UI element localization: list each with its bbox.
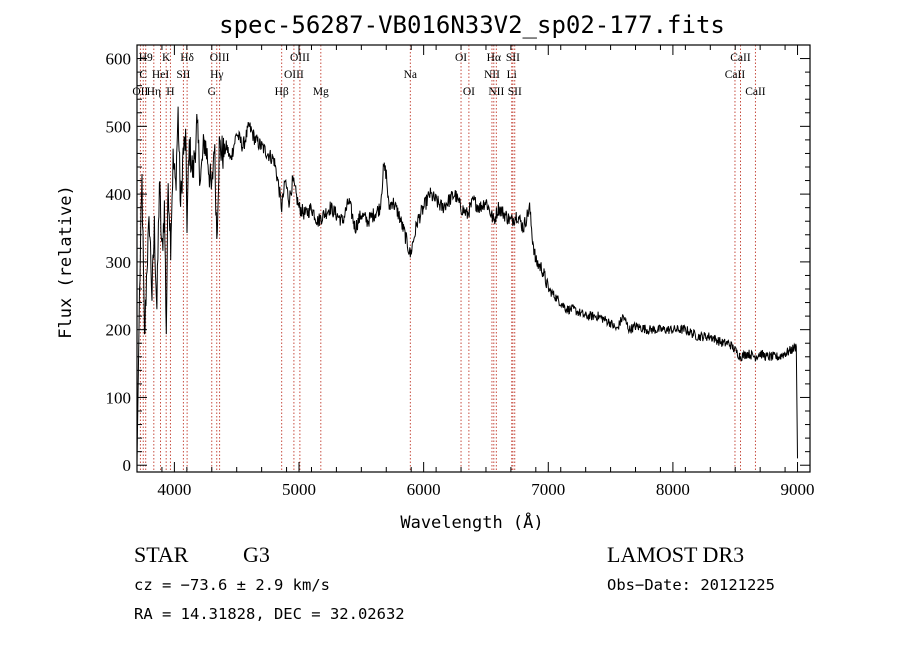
x-axis-ticks: 4000 5000 6000 7000 8000 9000	[136, 45, 815, 499]
line-marker-label-23: SII	[506, 52, 520, 64]
line-marker-label-9: G	[208, 86, 216, 98]
line-marker-label-10: Hγ	[210, 69, 223, 81]
line-marker-label-4: HeI	[152, 69, 169, 81]
x-tick-label-2: 6000	[407, 480, 441, 499]
line-marker-label-2: H9	[139, 52, 153, 64]
line-marker-label-21: NII	[488, 86, 504, 98]
line-marker-label-17: OI	[455, 52, 467, 64]
plot-frame	[136, 44, 811, 473]
line-marker-label-15: Mg	[313, 86, 329, 98]
y-tick-label-5: 500	[106, 117, 132, 136]
line-marker-labels: OIICH9HηHeIKHSIIHδGHγOIIIHβOIIIOIIIMgNaO…	[132, 52, 765, 98]
survey-name: LAMOST DR3	[607, 542, 744, 567]
line-marker-label-6: H	[166, 86, 174, 98]
y-axis-ticks: 0 100 200 300 400 500 600	[106, 50, 810, 475]
line-marker-label-8: Hδ	[180, 52, 194, 64]
observation-date: Obs−Date: 20121225	[607, 576, 775, 594]
line-marker-label-11: OIII	[210, 52, 230, 64]
x-tick-label-0: 4000	[157, 480, 191, 499]
line-marker-label-22: Li	[507, 69, 517, 81]
redshift-velocity: cz = −73.6 ± 2.9 km/s	[134, 576, 330, 594]
sky-coordinates: RA = 14.31828, DEC = 32.02632	[134, 605, 405, 623]
line-marker-label-5: K	[162, 52, 171, 64]
line-marker-label-26: CaII	[730, 52, 751, 64]
chart-title: spec-56287-VB016N33V2_sp02-177.fits	[219, 11, 725, 39]
y-tick-label-6: 600	[106, 50, 132, 69]
line-marker-label-3: Hη	[147, 86, 161, 98]
line-marker-label-24: SII	[508, 86, 522, 98]
object-class: STAR	[134, 542, 189, 567]
y-tick-label-3: 300	[106, 253, 132, 272]
line-marker-label-16: Na	[404, 69, 417, 81]
x-tick-label-1: 5000	[282, 480, 316, 499]
line-marker-label-25: CaII	[725, 69, 746, 81]
line-marker-label-20: Hα	[487, 52, 501, 64]
x-tick-label-4: 8000	[656, 480, 690, 499]
line-marker-label-19: NII	[484, 69, 500, 81]
line-marker-label-14: OIII	[290, 52, 310, 64]
x-tick-label-5: 9000	[781, 480, 815, 499]
line-marker-label-12: Hβ	[275, 86, 289, 98]
spectrum-series	[136, 106, 798, 462]
line-marker-label-13: OIII	[284, 69, 304, 81]
y-tick-label-0: 0	[123, 456, 132, 475]
y-tick-label-2: 200	[106, 321, 132, 340]
line-markers	[139, 45, 756, 472]
line-marker-label-27: CaII	[745, 86, 766, 98]
y-tick-label-1: 100	[106, 388, 132, 407]
line-marker-label-7: SII	[176, 69, 190, 81]
x-tick-label-3: 7000	[531, 480, 565, 499]
line-marker-label-18: OI	[463, 86, 475, 98]
y-axis-label: Flux (relative)	[56, 185, 76, 339]
x-axis-label: Wavelength (Å)	[400, 511, 543, 533]
y-tick-label-4: 400	[106, 185, 132, 204]
line-marker-label-1: C	[139, 69, 147, 81]
spectral-subclass: G3	[243, 542, 270, 567]
spectrum-line	[136, 106, 798, 462]
